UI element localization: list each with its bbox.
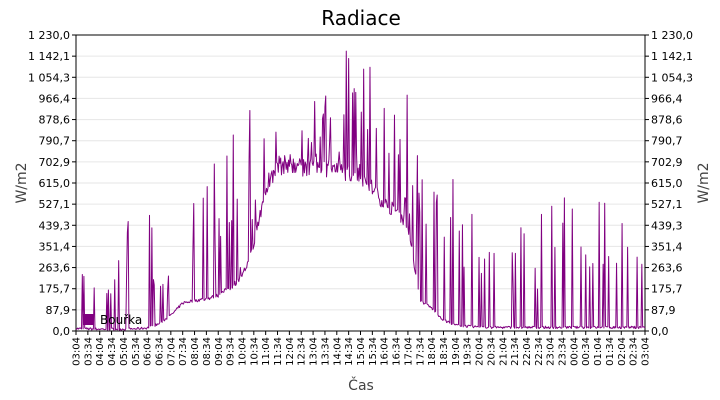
x-tick-label: 11:34 bbox=[273, 337, 284, 366]
y-tick-label: 87,9 bbox=[46, 304, 71, 317]
x-tick-label: 03:04 bbox=[641, 337, 652, 366]
y-tick-label: 351,4 bbox=[651, 240, 683, 253]
y-tick-label: 702,9 bbox=[39, 156, 71, 169]
x-tick-label: 13:04 bbox=[309, 337, 320, 366]
y-tick-label: 1 142,1 bbox=[28, 50, 70, 63]
x-tick-label: 14:04 bbox=[332, 337, 343, 366]
x-tick-label: 22:34 bbox=[534, 337, 545, 366]
y-tick-label: 615,0 bbox=[651, 177, 683, 190]
x-tick-label: 13:34 bbox=[320, 337, 331, 366]
x-tick-label: 05:34 bbox=[131, 337, 142, 366]
x-tick-label: 02:34 bbox=[629, 337, 640, 366]
x-tick-label: 23:04 bbox=[546, 337, 557, 366]
x-tick-label: 07:04 bbox=[166, 337, 177, 366]
x-tick-label: 06:04 bbox=[143, 337, 154, 366]
x-tick-label: 00:34 bbox=[581, 337, 592, 366]
y-tick-label: 790,7 bbox=[39, 135, 71, 148]
x-tick-label: 08:34 bbox=[202, 337, 213, 366]
y-tick-label: 175,7 bbox=[39, 283, 71, 296]
x-tick-label: 08:04 bbox=[190, 337, 201, 366]
x-tick-label: 02:04 bbox=[617, 337, 628, 366]
x-axis: 03:04 03:34 04:04 04:34 05:04 05:34 06:04 06:34… bbox=[72, 331, 652, 366]
y-tick-label: 527,1 bbox=[39, 198, 71, 211]
y-axis-label-right: W/m2 bbox=[696, 162, 712, 203]
x-tick-label: 01:04 bbox=[593, 337, 604, 366]
x-tick-label: 11:04 bbox=[261, 337, 272, 366]
x-tick-label: 21:04 bbox=[498, 337, 509, 366]
x-tick-label: 12:34 bbox=[297, 337, 308, 366]
x-tick-label: 18:04 bbox=[427, 337, 438, 366]
x-tick-label: 17:34 bbox=[415, 337, 426, 366]
x-tick-label: 07:34 bbox=[178, 337, 189, 366]
y-tick-label: 966,4 bbox=[39, 92, 71, 105]
y-tick-label: 527,1 bbox=[651, 198, 683, 211]
series-layer bbox=[75, 50, 646, 331]
x-tick-label: 10:34 bbox=[249, 337, 260, 366]
y-tick-label: 878,6 bbox=[39, 114, 71, 127]
x-tick-label: 15:04 bbox=[356, 337, 367, 366]
grid-lines bbox=[76, 34, 645, 332]
x-tick-label: 16:34 bbox=[392, 337, 403, 366]
x-tick-label: 03:34 bbox=[83, 337, 94, 366]
y-tick-label: 0,0 bbox=[53, 325, 71, 338]
y-axis-right: 0,0 87,9 175,7 263,6 351,4 439,3 527,1 615,0 702… bbox=[645, 29, 693, 338]
y-tick-label: 966,4 bbox=[651, 92, 683, 105]
y-tick-label: 175,7 bbox=[651, 283, 683, 296]
x-tick-label: 20:04 bbox=[475, 337, 486, 366]
x-tick-label: 03:04 bbox=[72, 337, 83, 366]
y-axis-label-left: W/m2 bbox=[14, 162, 30, 203]
x-tick-label: 09:34 bbox=[226, 337, 237, 366]
y-tick-label: 1 230,0 bbox=[651, 29, 693, 42]
x-tick-label: 19:04 bbox=[451, 337, 462, 366]
y-tick-label: 439,3 bbox=[651, 219, 683, 232]
x-tick-label: 12:04 bbox=[285, 337, 296, 366]
x-tick-label: 22:04 bbox=[522, 337, 533, 366]
y-tick-label: 263,6 bbox=[39, 262, 71, 275]
x-axis-label: Čas bbox=[348, 376, 374, 394]
chart-title: Radiace bbox=[321, 6, 401, 30]
y-tick-label: 1 230,0 bbox=[28, 29, 70, 42]
y-tick-label: 351,4 bbox=[39, 240, 71, 253]
x-tick-label: 19:34 bbox=[463, 337, 474, 366]
x-tick-label: 05:04 bbox=[119, 337, 130, 366]
x-tick-label: 04:04 bbox=[95, 337, 106, 366]
y-tick-label: 790,7 bbox=[651, 135, 683, 148]
y-tick-label: 263,6 bbox=[651, 262, 683, 275]
y-axis-left: 0,0 87,9 175,7 263,6 351,4 439,3 527,1 615,0 702… bbox=[28, 29, 76, 338]
y-tick-label: 878,6 bbox=[651, 114, 683, 127]
y-tick-label: 0,0 bbox=[651, 325, 669, 338]
x-tick-label: 06:34 bbox=[154, 337, 165, 366]
x-tick-label: 16:04 bbox=[380, 337, 391, 366]
x-tick-label: 10:04 bbox=[237, 337, 248, 366]
x-tick-label: 09:04 bbox=[214, 337, 225, 366]
y-tick-label: 439,3 bbox=[39, 219, 71, 232]
legend: Bouřka bbox=[83, 313, 142, 327]
x-tick-label: 20:34 bbox=[486, 337, 497, 366]
legend-swatch bbox=[83, 314, 94, 325]
series-line-bourka bbox=[75, 50, 646, 331]
x-tick-label: 14:34 bbox=[344, 337, 355, 366]
legend-label: Bouřka bbox=[100, 313, 142, 327]
x-tick-label: 18:34 bbox=[439, 337, 450, 366]
y-tick-label: 1 054,3 bbox=[651, 71, 693, 84]
x-tick-label: 17:04 bbox=[403, 337, 414, 366]
y-tick-label: 1 142,1 bbox=[651, 50, 693, 63]
x-tick-label: 15:34 bbox=[368, 337, 379, 366]
y-tick-label: 1 054,3 bbox=[28, 71, 70, 84]
x-tick-label: 00:04 bbox=[569, 337, 580, 366]
x-tick-label: 21:34 bbox=[510, 337, 521, 366]
y-tick-label: 702,9 bbox=[651, 156, 683, 169]
x-tick-label: 01:34 bbox=[605, 337, 616, 366]
x-tick-label: 04:34 bbox=[107, 337, 118, 366]
y-tick-label: 87,9 bbox=[651, 304, 676, 317]
x-tick-label: 23:34 bbox=[558, 337, 569, 366]
y-tick-label: 615,0 bbox=[39, 177, 71, 190]
